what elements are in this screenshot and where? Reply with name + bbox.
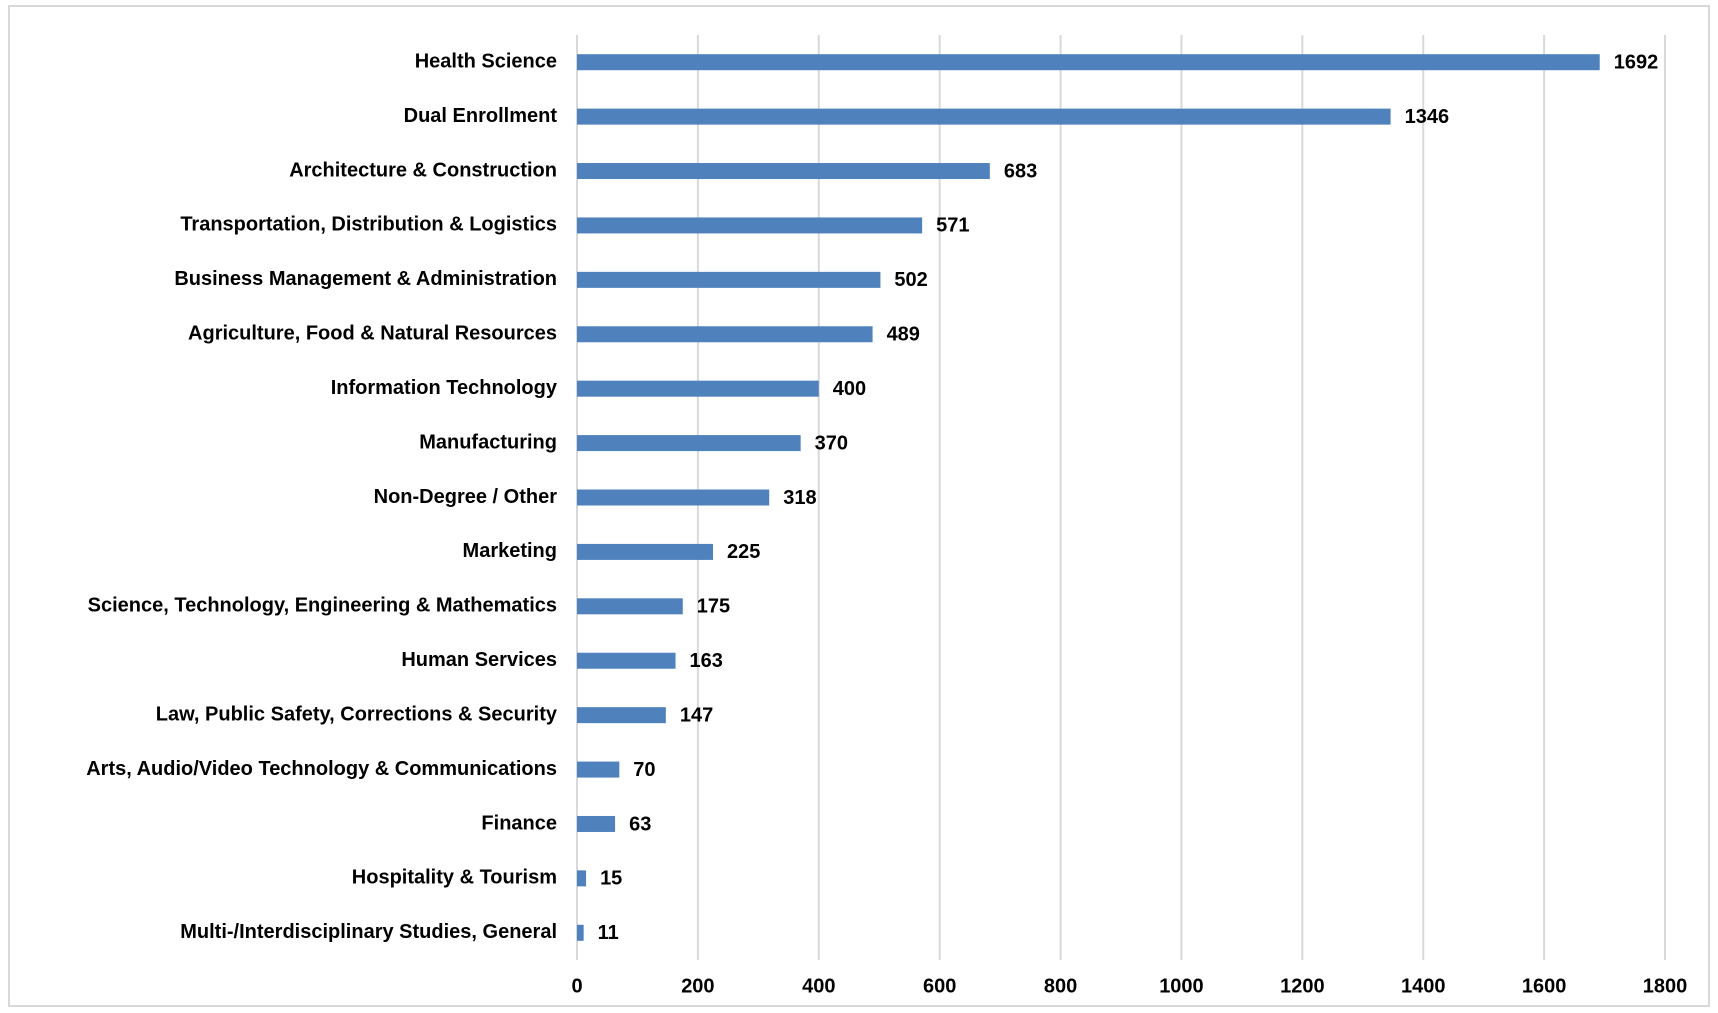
chart-border xyxy=(8,5,1710,1007)
bar xyxy=(577,870,587,887)
bar xyxy=(577,543,713,560)
bar xyxy=(577,652,676,669)
y-tick-label: Marketing xyxy=(463,540,557,562)
bar xyxy=(577,271,881,288)
bar xyxy=(577,815,616,832)
x-tick-label: 1000 xyxy=(1159,975,1204,997)
bar xyxy=(577,217,923,234)
y-tick-label: Transportation, Distribution & Logistics xyxy=(180,214,557,236)
bar xyxy=(577,761,620,778)
data-label: 683 xyxy=(1004,160,1037,182)
y-tick-label: Arts, Audio/Video Technology & Communica… xyxy=(86,758,557,780)
y-tick-label: Information Technology xyxy=(331,377,558,399)
bar xyxy=(577,54,1600,71)
y-tick-label: Business Management & Administration xyxy=(174,268,557,290)
x-tick-label: 1600 xyxy=(1522,975,1567,997)
x-tick-label: 400 xyxy=(802,975,835,997)
bar xyxy=(577,163,990,180)
x-tick-label: 1200 xyxy=(1280,975,1325,997)
y-tick-label: Health Science xyxy=(415,50,557,72)
y-tick-label: Dual Enrollment xyxy=(404,105,558,127)
x-tick-label: 800 xyxy=(1044,975,1077,997)
bar xyxy=(577,489,770,506)
bar xyxy=(577,380,819,397)
x-tick-label: 600 xyxy=(923,975,956,997)
y-tick-label: Agriculture, Food & Natural Resources xyxy=(188,323,557,345)
data-label: 63 xyxy=(629,813,651,835)
y-tick-label: Finance xyxy=(481,812,557,834)
data-label: 225 xyxy=(727,541,760,563)
bar xyxy=(577,707,666,724)
data-label: 147 xyxy=(680,704,713,726)
data-label: 370 xyxy=(815,432,848,454)
bar xyxy=(577,326,873,343)
x-tick-label: 200 xyxy=(681,975,714,997)
y-tick-label: Science, Technology, Engineering & Mathe… xyxy=(88,595,557,617)
data-label: 1346 xyxy=(1405,106,1450,128)
x-tick-label: 0 xyxy=(571,975,582,997)
bar xyxy=(577,924,584,941)
data-label: 11 xyxy=(598,922,619,944)
data-label: 1692 xyxy=(1614,51,1659,73)
bar xyxy=(577,108,1391,125)
y-tick-label: Non-Degree / Other xyxy=(374,486,558,508)
data-label: 502 xyxy=(894,269,927,291)
data-label: 318 xyxy=(783,487,816,509)
data-label: 175 xyxy=(697,596,730,618)
y-tick-label: Multi-/Interdisciplinary Studies, Genera… xyxy=(180,921,557,943)
data-label: 163 xyxy=(690,650,723,672)
data-label: 571 xyxy=(936,215,969,237)
y-tick-label: Law, Public Safety, Corrections & Securi… xyxy=(156,703,558,725)
data-label: 489 xyxy=(887,324,920,346)
y-tick-label: Human Services xyxy=(401,649,557,671)
y-tick-label: Hospitality & Tourism xyxy=(352,867,557,889)
bar xyxy=(577,598,683,615)
y-tick-label: Architecture & Construction xyxy=(289,159,557,181)
x-tick-label: 1400 xyxy=(1401,975,1446,997)
bar xyxy=(577,435,801,452)
data-label: 15 xyxy=(600,868,622,890)
x-tick-label: 1800 xyxy=(1643,975,1688,997)
data-label: 70 xyxy=(633,759,655,781)
data-label: 400 xyxy=(833,378,866,400)
y-tick-label: Manufacturing xyxy=(419,431,557,453)
